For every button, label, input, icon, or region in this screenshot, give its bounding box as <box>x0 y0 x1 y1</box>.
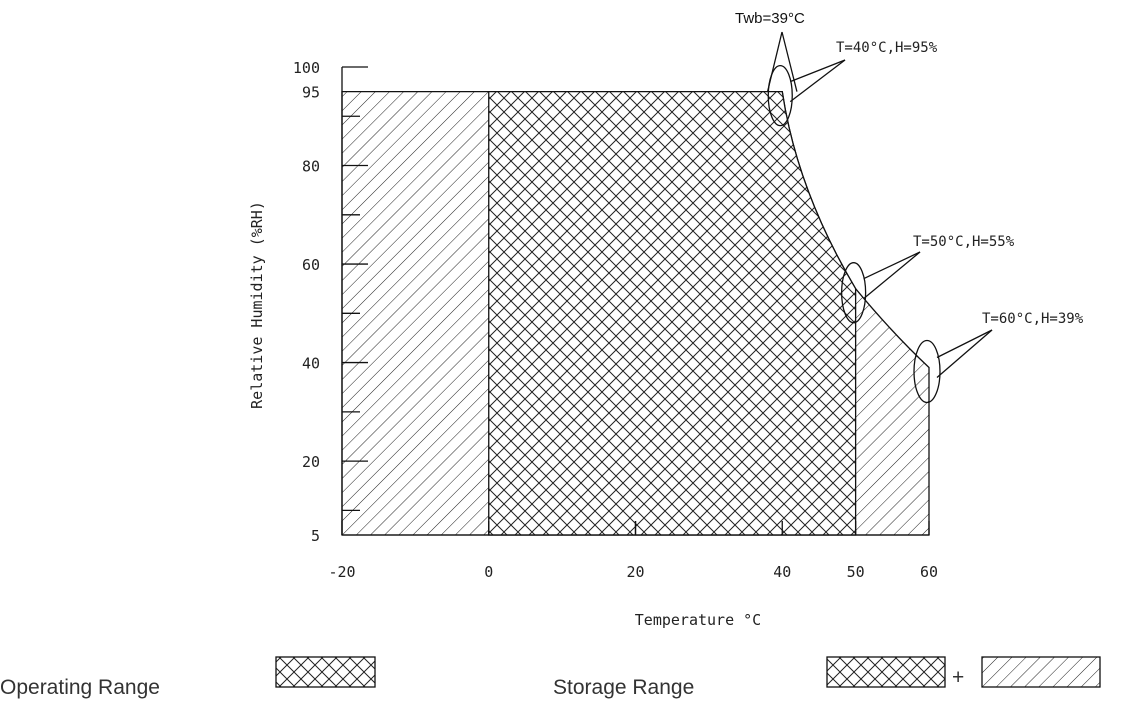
legend-storage-swatch-diagonal <box>981 656 1101 688</box>
legend-storage-label: Storage Range <box>553 676 694 699</box>
legend-operating-swatch <box>275 656 376 688</box>
legend: Operating Range Storage Range + <box>0 656 1101 699</box>
y-tick-label-60: 60 <box>302 256 320 274</box>
legend-operating-label: Operating Range <box>0 676 160 699</box>
x-tick-label-20: 20 <box>626 563 644 581</box>
callout-leader-a-3 <box>936 329 993 359</box>
y-tick-label-5: 5 <box>311 527 320 545</box>
x-tick-label-40: 40 <box>773 563 791 581</box>
y-axis-title: Relative Humidity (%RH) <box>248 201 266 409</box>
callouts-layer: T=40°C,H=95% T=50°C,H=55% T=60°C,H=39% <box>766 31 1084 404</box>
callout-ellipse-2 <box>840 262 867 324</box>
y-tick-label-80: 80 <box>302 158 320 176</box>
twb-leader <box>766 31 783 92</box>
x-tick-label-0: 0 <box>484 563 493 581</box>
callout-leader-b-2 <box>863 251 921 300</box>
twb-leader-2 <box>781 31 798 92</box>
callout-ellipse-1 <box>767 64 793 127</box>
x-tick-label-50: 50 <box>847 563 865 581</box>
legend-plus: + <box>952 666 964 689</box>
callout-leader-a-1 <box>790 59 846 83</box>
twb-label: Twb=39°C <box>735 10 805 27</box>
callout-ellipse-3 <box>913 339 941 404</box>
callout-label-1: T=40°C,H=95% <box>836 40 938 56</box>
x-tick-label-60: 60 <box>920 563 938 581</box>
x-axis-title: Temperature °C <box>635 611 761 629</box>
callout-label-3: T=60°C,H=39% <box>982 311 1084 327</box>
y-tick-label-100: 100 <box>293 59 320 77</box>
legend-storage-swatch-cross <box>826 656 946 688</box>
y-tick-label-40: 40 <box>302 355 320 373</box>
regions-layer <box>341 90 930 536</box>
x-tick-label--20: -20 <box>328 563 355 581</box>
callout-leader-a-2 <box>863 251 921 280</box>
y-tick-label-95: 95 <box>302 84 320 102</box>
callout-label-2: T=50°C,H=55% <box>913 234 1015 250</box>
ticks-layer: 5 20 40 60 80 95 100 -20 0 20 40 50 60 <box>293 59 938 581</box>
callout-leader-b-3 <box>936 329 993 378</box>
operating-range-area <box>488 90 857 536</box>
y-tick-label-20: 20 <box>302 453 320 471</box>
callout-leader-b-1 <box>789 59 846 103</box>
